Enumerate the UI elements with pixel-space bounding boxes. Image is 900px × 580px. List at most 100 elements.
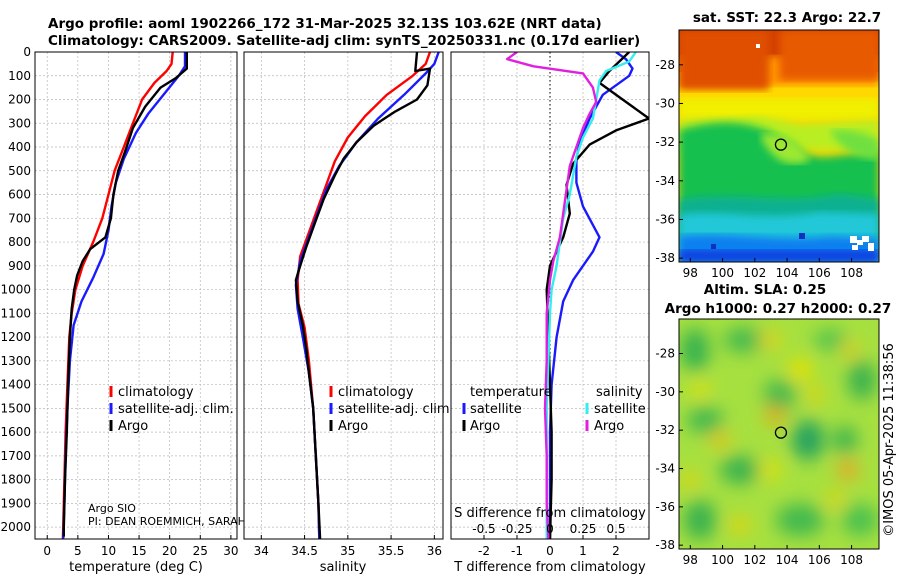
- y-tick-label: 1500: [0, 401, 31, 415]
- legend-argo-s: Argo: [338, 419, 368, 434]
- lat-tick-label: -32: [655, 423, 675, 437]
- s-difference-axis-label: S difference from climatology: [454, 506, 646, 521]
- y-tick-label: 2000: [0, 520, 31, 534]
- legend-t-argo: Argo: [470, 419, 500, 434]
- y-tick-label: 100: [8, 69, 31, 83]
- legend-climatology-s: climatology: [338, 385, 414, 400]
- x-tick-label: 20: [162, 544, 177, 558]
- x2-tick-label: 0.25: [570, 522, 597, 536]
- sla-lat-ticks: -28 -30 -32 -34 -36 -38: [655, 347, 683, 552]
- lat-tick-label: -38: [655, 251, 675, 265]
- institution-text: Argo SIO: [88, 502, 136, 515]
- y-tick-label: 200: [8, 93, 31, 107]
- lat-tick-label: -28: [655, 347, 675, 361]
- sst-lon-ticks: 98 100 102 104 106 108: [683, 258, 863, 280]
- series-line-argo: [62, 52, 189, 537]
- y-tick-label: 0: [23, 45, 31, 59]
- legend-climatology: climatology: [118, 385, 194, 400]
- x-tick-label: 0: [546, 544, 554, 558]
- lon-tick-label: 102: [743, 266, 766, 280]
- temperature-panel: 0100200300400500600700800900100011001200…: [0, 45, 245, 575]
- x-tick-label: -1: [511, 544, 523, 558]
- series-line-t-argo: [545, 52, 649, 539]
- x2-tick-label: -0.5: [472, 522, 495, 536]
- lat-tick-label: -38: [655, 538, 675, 552]
- y-tick-label: 900: [8, 259, 31, 273]
- x-tick-label: 36: [427, 544, 442, 558]
- legend-temperature-heading: temperature: [470, 385, 552, 400]
- sla-title-2: Argo h1000: 0.27 h2000: 0.27: [665, 301, 892, 317]
- y-tick-label: 1600: [0, 425, 31, 439]
- series-line-s-argo: [505, 52, 598, 539]
- salinity-grid: [244, 51, 443, 539]
- legend-argo: Argo: [118, 419, 148, 434]
- legend-salinity-heading: salinity: [596, 385, 643, 400]
- lon-tick-label: 106: [808, 553, 831, 567]
- y-tick-label: 500: [8, 164, 31, 178]
- y-tick-label: 800: [8, 235, 31, 249]
- y-tick-label: 1300: [0, 354, 31, 368]
- x-tick-label: 5: [74, 544, 82, 558]
- sla-title-1: Altim. SLA: 0.25: [704, 282, 826, 298]
- y-tick-label: 1700: [0, 449, 31, 463]
- x2-tick-label: -0.25: [501, 522, 532, 536]
- y-tick-label: 1800: [0, 473, 31, 487]
- y-tick-label: 1000: [0, 283, 31, 297]
- lon-tick-label: 104: [776, 553, 799, 567]
- lon-tick-label: 100: [711, 553, 734, 567]
- y-tick-label: 1100: [0, 306, 31, 320]
- y-tick-label: 1200: [0, 330, 31, 344]
- lon-tick-label: 104: [776, 266, 799, 280]
- lon-tick-label: 98: [683, 553, 698, 567]
- lon-tick-label: 100: [711, 266, 734, 280]
- x-tick-label: 25: [193, 544, 208, 558]
- y-tick-label: 300: [8, 116, 31, 130]
- sla-lon-ticks: 98 100 102 104 106 108: [683, 545, 863, 567]
- salinity-tick-labels: 34 34.5 35 35.5 36: [254, 535, 442, 558]
- lat-tick-label: -36: [655, 212, 675, 226]
- difference-lines: [505, 52, 649, 539]
- difference-panel: -2 -1 0 1 2 -0.5 -0.25 0 0.25 0.5 S difference f…: [450, 51, 650, 575]
- sla-map: Altim. SLA: 0.25 Argo h1000: 0.27 h2000:…: [655, 282, 891, 567]
- pi-text: PI: DEAN ROEMMICH, SARAH: [88, 515, 246, 528]
- lat-tick-label: -34: [655, 174, 675, 188]
- series-line-argo: [294, 52, 432, 539]
- lon-tick-label: 108: [840, 553, 863, 567]
- y-tick-label: 600: [8, 188, 31, 202]
- salinity-legend: climatology satellite-adj. clim. Argo: [329, 385, 454, 434]
- x-tick-label: 15: [131, 544, 146, 558]
- s-difference-tick-labels: -0.5 -0.25 0 0.25 0.5: [472, 522, 625, 536]
- title-line-1: Argo profile: aoml 1902266_172 31-Mar-20…: [48, 16, 602, 32]
- sst-field: [679, 30, 879, 262]
- sst-lat-ticks: -28 -30 -32 -34 -36 -38: [655, 58, 683, 265]
- series-line-t-satellite: [548, 52, 634, 539]
- lon-tick-label: 106: [808, 266, 831, 280]
- legend-satellite-s: satellite-adj. clim.: [338, 402, 454, 417]
- lat-tick-label: -36: [655, 500, 675, 514]
- lon-tick-label: 102: [743, 553, 766, 567]
- float-marker-sst: [774, 138, 788, 151]
- x2-tick-label: 0: [546, 522, 554, 536]
- series-line-s-satellite: [545, 52, 637, 539]
- y-tick-label: 1900: [0, 496, 31, 510]
- legend-satellite: satellite-adj. clim.: [118, 402, 234, 417]
- lat-tick-label: -34: [655, 462, 675, 476]
- salinity-axis-label: salinity: [320, 560, 367, 575]
- temperature-grid: [35, 51, 237, 539]
- salinity-lines: [294, 52, 440, 539]
- y-tick-label: 1400: [0, 378, 31, 392]
- x-tick-label: 34.5: [291, 544, 318, 558]
- lat-tick-label: -32: [655, 135, 675, 149]
- lat-tick-label: -30: [655, 385, 675, 399]
- y-tick-label: 700: [8, 211, 31, 225]
- lat-tick-label: -28: [655, 58, 675, 72]
- t-difference-axis-label: T difference from climatology: [453, 560, 646, 575]
- x-tick-label: 0: [43, 544, 51, 558]
- x-tick-label: 35: [340, 544, 355, 558]
- t-difference-tick-labels: -2 -1 0 1 2: [478, 535, 620, 558]
- title-line-2: Climatology: CARS2009. Satellite-adj cli…: [48, 33, 640, 49]
- sst-map-title: sat. SST: 22.3 Argo: 22.7: [693, 10, 881, 26]
- sla-field: [679, 319, 879, 549]
- lon-tick-label: 98: [683, 266, 698, 280]
